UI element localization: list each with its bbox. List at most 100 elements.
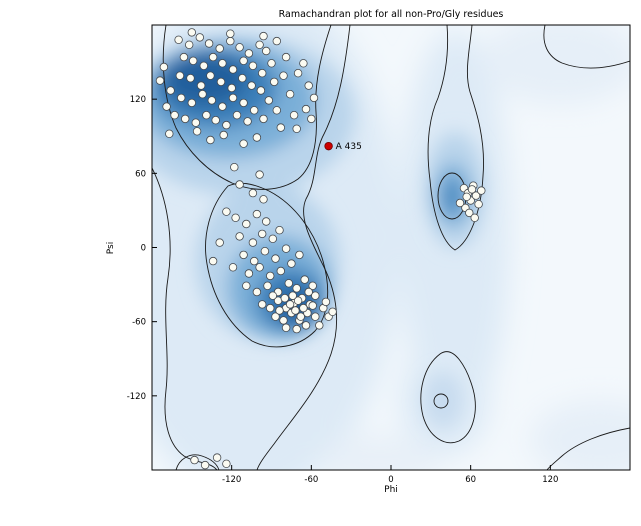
scatter-point — [218, 59, 227, 68]
y-tick-label: -60 — [132, 318, 146, 328]
scatter-point — [307, 114, 316, 124]
highlighted-point — [324, 141, 333, 151]
scatter-point — [275, 306, 284, 315]
scatter-point — [258, 68, 267, 78]
scatter-point — [292, 124, 301, 133]
scatter-point — [304, 287, 313, 297]
scatter-point — [186, 73, 195, 83]
scatter-point — [239, 98, 248, 108]
scatter-point — [293, 68, 303, 78]
scatter-point — [285, 89, 295, 99]
scatter-point — [206, 71, 215, 80]
x-tick-label: -120 — [222, 475, 241, 485]
scatter-point — [162, 102, 171, 111]
ticks-layer: -120 -60 0 60 120 -120 -60 0 60 120 — [127, 95, 559, 485]
scatter-point — [249, 106, 259, 115]
scatter-point — [215, 238, 224, 247]
scatter-point — [216, 77, 226, 87]
scatter-point — [289, 110, 299, 120]
y-tick-label: 120 — [130, 95, 146, 105]
scatter-point — [462, 192, 471, 201]
scatter-point — [247, 81, 256, 90]
scatter-point — [299, 59, 308, 68]
scatter-point — [248, 61, 258, 71]
scatter-point — [248, 188, 258, 198]
scatter-point — [474, 199, 483, 209]
scatter-point — [296, 312, 305, 321]
scatter-point — [304, 81, 313, 90]
scatter-point — [166, 86, 175, 95]
scatter-point — [271, 312, 280, 321]
scatter-point — [244, 49, 254, 58]
scatter-point — [280, 294, 289, 303]
scatter-point — [155, 76, 165, 85]
scatter-point — [222, 120, 231, 130]
scatter-point — [226, 29, 235, 38]
scatter-point — [208, 52, 218, 62]
scatter-point — [301, 104, 311, 114]
scatter-points-layer — [155, 28, 486, 470]
scatter-point — [288, 291, 297, 300]
scatter-point — [308, 301, 317, 310]
scatter-point — [200, 460, 210, 470]
scatter-point — [207, 96, 216, 105]
scatter-point — [252, 133, 262, 142]
scatter-point — [281, 323, 291, 332]
scatter-point — [159, 62, 169, 72]
scatter-point — [170, 110, 179, 120]
scatter-point — [206, 135, 215, 145]
contour-alpha-favored — [205, 182, 329, 348]
scatter-point — [242, 281, 251, 290]
scatter-point — [309, 93, 319, 103]
contour-bottom-left-bump — [175, 454, 220, 470]
contour-left-handed-outer — [427, 25, 484, 251]
scatter-point — [258, 300, 267, 309]
highlighted-residue-layer: A 435 — [324, 141, 362, 152]
contour-left-allowed-left — [152, 167, 218, 470]
scatter-point — [264, 96, 273, 105]
scatter-point — [279, 316, 288, 325]
scatter-point — [235, 232, 244, 241]
scatter-point — [272, 36, 281, 46]
scatter-point — [300, 275, 309, 284]
scatter-point — [291, 306, 300, 315]
scatter-point — [204, 39, 214, 48]
scatter-point — [311, 312, 320, 321]
scatter-point — [455, 198, 465, 208]
contour-top-right — [543, 25, 630, 69]
scatter-point — [259, 195, 268, 204]
scatter-point — [271, 254, 280, 263]
x-tick-label: 0 — [388, 475, 393, 485]
scatter-point — [165, 129, 174, 138]
contour-bottom-right-corner — [546, 427, 630, 470]
scatter-point — [311, 291, 320, 300]
scatter-point — [222, 207, 231, 216]
scatter-point — [467, 185, 477, 194]
scatter-point — [279, 71, 288, 80]
scatter-point — [239, 139, 248, 148]
scatter-point — [477, 186, 486, 195]
scatter-point — [230, 162, 239, 172]
contour-bottom-right-region — [420, 351, 476, 444]
scatter-point — [292, 284, 301, 293]
scatter-point — [175, 71, 185, 80]
scatter-point — [222, 459, 231, 468]
scatter-point — [276, 123, 285, 132]
scatter-point — [471, 191, 481, 200]
y-tick-label: -120 — [127, 392, 146, 402]
x-tick-label: 60 — [465, 475, 476, 485]
scatter-point — [239, 56, 248, 65]
scatter-point — [259, 31, 268, 41]
scatter-point — [187, 98, 196, 108]
scatter-point — [252, 209, 262, 219]
scatter-point — [188, 56, 198, 65]
contour-left-allowed-right — [256, 25, 351, 470]
scatter-point — [293, 296, 303, 305]
scatter-point — [258, 229, 267, 239]
x-tick-label: -60 — [304, 475, 318, 485]
scatter-point — [226, 36, 235, 46]
scatter-point — [321, 297, 331, 307]
scatter-point — [260, 246, 270, 256]
